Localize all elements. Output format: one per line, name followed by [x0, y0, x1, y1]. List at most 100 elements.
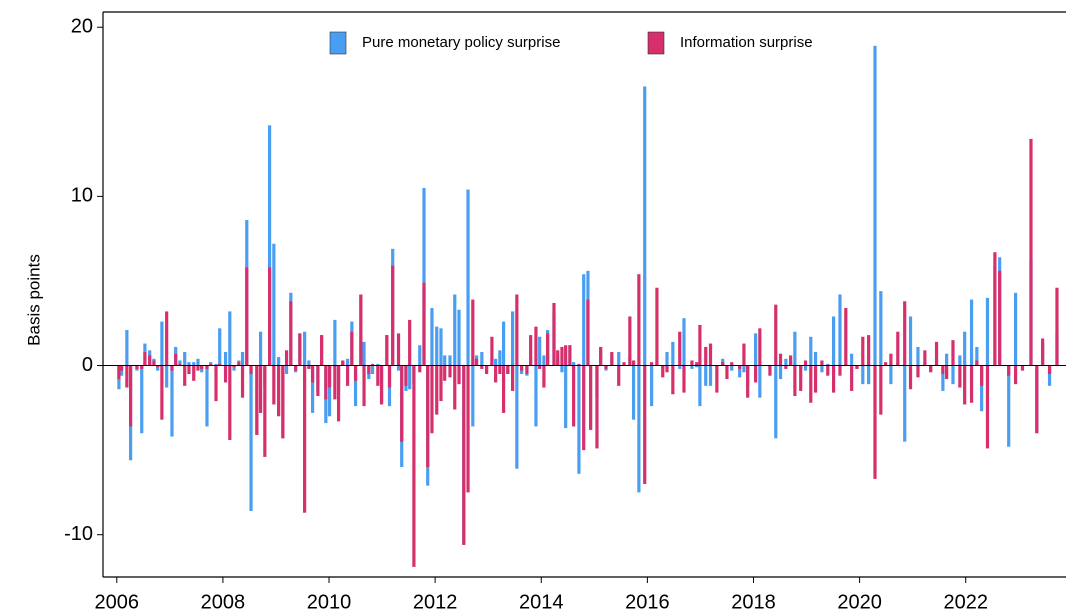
bar: [655, 287, 659, 366]
x-tick-label: 2022: [943, 591, 988, 613]
bar: [430, 308, 434, 366]
bar: [1007, 365, 1011, 447]
bar: [738, 365, 742, 369]
bar: [564, 365, 568, 429]
bar: [568, 345, 572, 366]
y-tick-label: -10: [64, 523, 93, 545]
x-tick-label: 2006: [95, 591, 140, 613]
bar: [896, 331, 900, 366]
bar: [698, 324, 702, 366]
bar: [803, 360, 808, 366]
bar: [542, 355, 546, 366]
bar: [228, 365, 232, 440]
bar: [205, 365, 209, 427]
bar: [572, 365, 576, 427]
bar: [704, 346, 708, 366]
y-tick-label: 10: [71, 185, 93, 207]
bar: [148, 355, 152, 366]
bar: [534, 365, 538, 427]
bar: [156, 365, 160, 368]
bar: [506, 365, 510, 375]
bar: [873, 365, 877, 479]
bar: [617, 352, 621, 366]
bar: [850, 353, 854, 366]
bar: [784, 358, 788, 366]
bar: [156, 365, 160, 371]
bar: [793, 365, 797, 396]
bar: [396, 365, 401, 371]
bar: [577, 365, 581, 474]
bar: [529, 335, 533, 366]
bar: [187, 365, 191, 375]
bar: [832, 365, 836, 393]
bar: [448, 365, 452, 378]
bar: [784, 365, 788, 369]
bar: [277, 365, 281, 417]
y-tick-label: 20: [71, 16, 93, 38]
bar: [284, 365, 289, 375]
bar: [1013, 365, 1018, 385]
x-tick-label: 2008: [201, 591, 246, 613]
bar: [643, 365, 647, 484]
bar: [923, 350, 927, 366]
bar: [457, 365, 461, 385]
bar: [678, 331, 682, 366]
bar: [474, 358, 479, 366]
bar: [237, 362, 241, 366]
bar: [443, 355, 447, 366]
bar: [838, 365, 842, 376]
x-tick-label: 2016: [625, 591, 670, 613]
bar: [604, 365, 608, 369]
bar: [426, 365, 430, 468]
bar: [855, 365, 859, 369]
x-tick-label: 2018: [731, 591, 776, 613]
bar: [494, 365, 498, 383]
bar: [617, 365, 621, 386]
bar: [333, 319, 337, 366]
bar: [333, 365, 337, 400]
bar: [391, 265, 395, 366]
bar: [661, 365, 665, 378]
bar: [671, 341, 675, 366]
bar: [249, 365, 253, 512]
bar: [498, 350, 502, 366]
bar: [303, 365, 307, 513]
bar: [435, 365, 439, 415]
bar: [742, 343, 746, 366]
bar: [1055, 287, 1059, 366]
bar: [336, 365, 341, 422]
bar: [768, 365, 772, 376]
bar: [715, 365, 719, 393]
bar: [631, 365, 636, 420]
bar: [538, 336, 542, 366]
bar: [223, 365, 228, 383]
bar: [945, 365, 949, 380]
bar: [793, 331, 797, 366]
bar: [370, 365, 375, 375]
bar: [809, 336, 813, 366]
bar: [165, 365, 169, 388]
bar: [303, 331, 307, 366]
bar: [498, 365, 502, 375]
bar: [903, 301, 907, 366]
bar: [143, 352, 147, 366]
bar: [214, 365, 218, 402]
bar: [572, 362, 576, 366]
bar: [228, 311, 232, 366]
bar: [1020, 365, 1025, 371]
bar: [310, 365, 315, 383]
bar: [494, 358, 498, 366]
bar: [341, 360, 345, 366]
bar: [969, 299, 974, 366]
bar: [708, 365, 713, 386]
bar: [422, 282, 426, 366]
bar: [682, 318, 686, 366]
bar: [294, 365, 298, 371]
bar: [214, 363, 218, 366]
bar: [969, 365, 974, 403]
bar: [223, 352, 228, 366]
bar: [480, 365, 484, 369]
bar: [850, 365, 854, 391]
bar: [903, 365, 907, 442]
